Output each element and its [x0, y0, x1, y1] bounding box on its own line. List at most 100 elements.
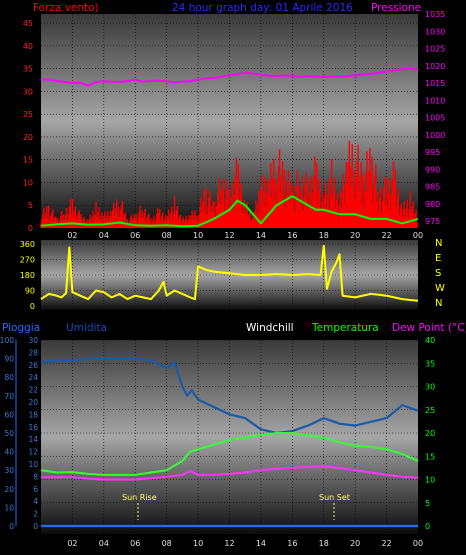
- wind-direction-line: [40, 244, 419, 302]
- rain-tick: 28: [28, 348, 38, 357]
- temperature-tick: 35: [425, 359, 435, 368]
- pressure-tick: 985: [425, 183, 440, 192]
- pressure-tick: 1005: [425, 114, 445, 123]
- pressure-tick: 1000: [425, 131, 445, 140]
- windchill-label: Windchill: [246, 322, 294, 334]
- humidity-tick: 90: [4, 355, 14, 364]
- temperature-tick: 5: [425, 499, 430, 508]
- x-tick-label: 10: [193, 231, 203, 240]
- temperature-tick: 30: [425, 383, 435, 392]
- x-tick-label: 16: [287, 231, 297, 240]
- compass-tick: S: [435, 268, 441, 279]
- x-tick-label: 22: [381, 231, 391, 240]
- humidity-label: Umidita: [66, 322, 107, 334]
- sunrise-label: Sun Rise: [122, 493, 157, 502]
- wind-pressure-series: [40, 67, 419, 228]
- pressure-axis: 975 980 985 990 995 1000 1005 1010 1015 1020 1025 1…: [425, 10, 445, 226]
- rain-tick: 0: [33, 522, 38, 531]
- humidity-tick: 40: [4, 448, 14, 457]
- rain-tick: 14: [28, 435, 38, 444]
- pressure-tick: 1010: [425, 96, 445, 105]
- pressure-tick: 995: [425, 148, 440, 157]
- rain-tick: 2: [33, 510, 38, 519]
- x-tick-label: 02: [67, 231, 77, 240]
- temperature-tick: 20: [425, 429, 435, 438]
- pressure-tick: 980: [425, 200, 440, 209]
- humidity-tick: 60: [4, 410, 14, 419]
- rain-tick: 18: [28, 410, 38, 419]
- pressure-tick: 1030: [425, 27, 445, 36]
- x-tick-label: 00: [413, 539, 423, 548]
- wind-speed-tick: 35: [23, 65, 33, 74]
- humidity-tick: 10: [4, 503, 14, 512]
- wind-pressure-x-axis: 02 04 06 08 10 12 14 16 18 20 22 00: [67, 231, 423, 240]
- temperature-line: [40, 432, 419, 476]
- sunset-label: Sun Set: [319, 493, 350, 502]
- wind-speed-tick: 0: [28, 224, 33, 233]
- wind-direction-tick: 0: [30, 302, 35, 311]
- humidity-tick: 30: [4, 466, 14, 475]
- temperature-tick: 0: [425, 522, 430, 531]
- x-tick-label: 16: [287, 539, 297, 548]
- wind-speed-tick: 40: [23, 42, 33, 51]
- rain-tick: 16: [28, 423, 38, 432]
- wind-direction-tick: 270: [20, 256, 35, 265]
- temperature-tick: 10: [425, 476, 435, 485]
- x-tick-label: 10: [193, 539, 203, 548]
- humidity-percent-axis: 0 10 20 30 40 50 60 70 80 90 100: [0, 336, 17, 531]
- x-tick-label: 12: [224, 539, 234, 548]
- compass-tick: E: [435, 253, 441, 264]
- rain-tick: 10: [28, 460, 38, 469]
- humidity-tick: 20: [4, 485, 14, 494]
- wind-speed-axis: 0 5 10 15 20 25 30 35 40 45: [23, 19, 33, 233]
- temperature-axis: 0 5 10 15 20 25 30 35 40: [425, 336, 435, 531]
- rain-tick: 30: [28, 336, 38, 345]
- x-tick-label: 20: [350, 539, 360, 548]
- temperature-tick: 25: [425, 406, 435, 415]
- x-tick-label: 00: [413, 231, 423, 240]
- rain-label: Pioggia: [2, 322, 40, 334]
- x-tick-label: 20: [350, 231, 360, 240]
- wind-direction-tick: 90: [25, 287, 35, 296]
- humidity-tick: 100: [0, 336, 14, 345]
- x-tick-label: 14: [256, 231, 266, 240]
- rain-tick: 26: [28, 361, 38, 370]
- wind-speed-label: Forza vento): [33, 2, 99, 14]
- humidity-tick: 80: [4, 373, 14, 382]
- pressure-tick: 975: [425, 217, 440, 226]
- temperature-label: Temperatura: [311, 322, 379, 334]
- humidity-tick: 0: [9, 522, 14, 531]
- wind-direction-tick: 180: [20, 271, 35, 280]
- temperature-humidity-x-axis: 02 04 06 08 10 12 14 16 18 20 22 00: [67, 539, 423, 548]
- x-tick-label: 04: [99, 539, 109, 548]
- pressure-tick: 1035: [425, 10, 445, 19]
- compass-tick: N: [435, 298, 442, 309]
- rain-tick: 8: [33, 472, 38, 481]
- x-tick-label: 04: [99, 231, 109, 240]
- humidity-line: [40, 357, 419, 435]
- wind-speed-tick: 20: [23, 133, 33, 142]
- rain-tick: 6: [33, 485, 38, 494]
- x-tick-label: 02: [67, 539, 77, 548]
- humidity-tick: 50: [4, 429, 14, 438]
- wind-speed-tick: 45: [23, 19, 33, 28]
- rain-tick: 20: [28, 398, 38, 407]
- temperature-humidity-grid: [41, 339, 418, 534]
- temperature-tick: 15: [425, 452, 435, 461]
- wind-average-line: [40, 195, 419, 228]
- wind-speed-tick: 5: [28, 201, 33, 210]
- rain-tick: 24: [28, 373, 38, 382]
- rain-tick: 4: [33, 497, 38, 506]
- temperature-humidity-series: [40, 357, 419, 528]
- humidity-tick: 70: [4, 392, 14, 401]
- wind-direction-panel: [41, 240, 418, 310]
- wind-direction-series: [40, 244, 419, 302]
- x-tick-label: 06: [130, 231, 140, 240]
- wind-speed-tick: 30: [23, 87, 33, 96]
- pressure-tick: 1015: [425, 79, 445, 88]
- x-tick-label: 14: [256, 539, 266, 548]
- x-tick-label: 18: [319, 539, 329, 548]
